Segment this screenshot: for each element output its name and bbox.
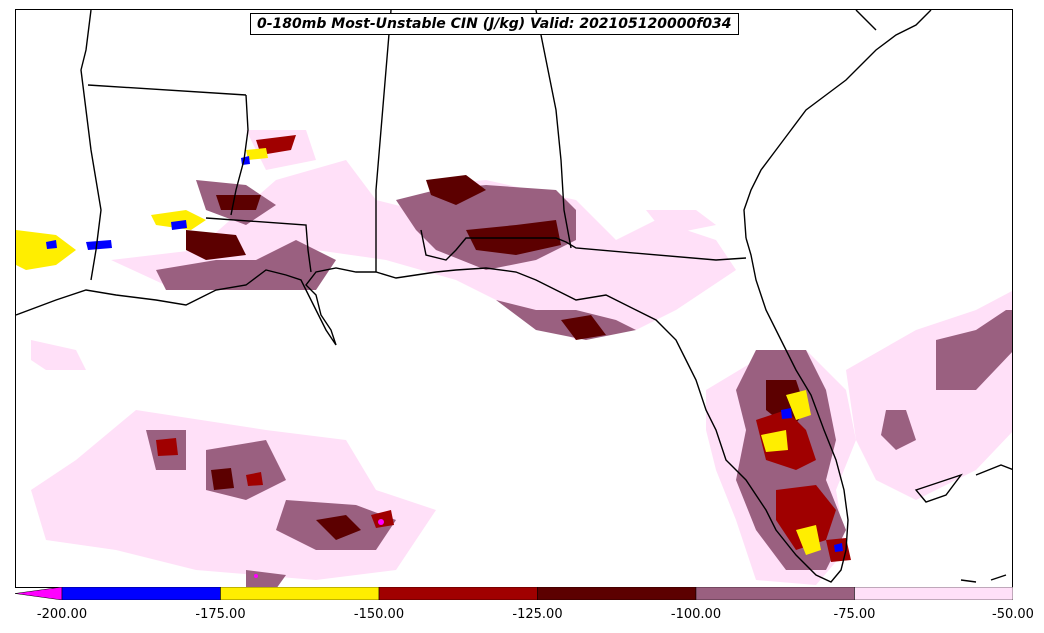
colorbar-segment bbox=[61, 587, 221, 600]
colorbar bbox=[15, 587, 1013, 600]
colorbar-tick-label: -150.00 bbox=[353, 607, 405, 622]
colorbar-segment bbox=[854, 587, 1013, 600]
cin-extreme-regions bbox=[254, 519, 384, 578]
colorbar-tick-label: -125.00 bbox=[512, 607, 563, 622]
colorbar-segment bbox=[15, 587, 63, 600]
colorbar-tick-label: -200.00 bbox=[36, 607, 88, 622]
cin-strong-regions bbox=[16, 148, 821, 555]
colorbar-segment bbox=[220, 587, 380, 600]
colorbar-tick-label: -75.00 bbox=[833, 607, 876, 622]
colorbar-segment bbox=[695, 587, 855, 600]
cin-map bbox=[16, 10, 1012, 587]
colorbar-tick-label: -175.00 bbox=[195, 607, 246, 622]
coastlines-borders bbox=[16, 10, 1012, 583]
map-title: 0-180mb Most-Unstable CIN (J/kg) Valid: … bbox=[250, 13, 739, 35]
colorbar-tick-label: -100.00 bbox=[670, 607, 722, 622]
colorbar-segment bbox=[378, 587, 538, 600]
cin-very-strong-regions bbox=[46, 156, 843, 552]
colorbar-segment bbox=[537, 587, 697, 600]
colorbar-tick-label: -50.00 bbox=[992, 607, 1034, 622]
map-panel bbox=[15, 9, 1013, 588]
